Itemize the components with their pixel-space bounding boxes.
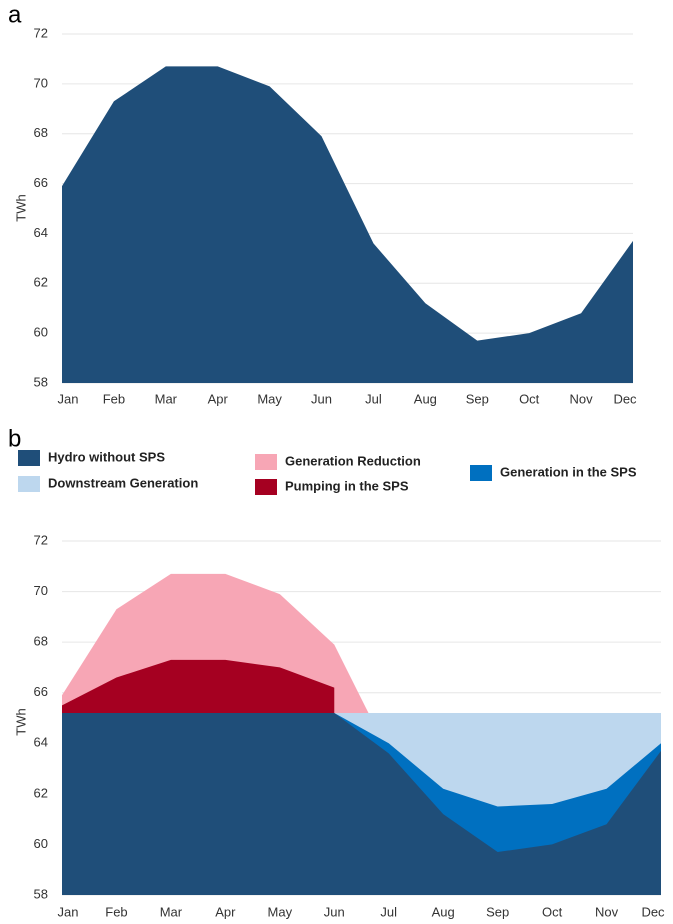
legend-swatch (18, 450, 40, 466)
y-tick-label: 72 (34, 532, 48, 547)
y-tick-label: 70 (34, 583, 48, 598)
x-tick-label: Mar (160, 904, 183, 919)
panel-label: a (8, 1, 22, 28)
area (62, 712, 661, 895)
x-tick-label: Feb (103, 391, 125, 406)
y-tick-label: 64 (34, 225, 48, 240)
legend-label: Hydro without SPS (48, 449, 165, 464)
x-tick-label: Feb (105, 904, 127, 919)
x-tick-label: Apr (208, 391, 229, 406)
x-tick-label: Jul (380, 904, 397, 919)
y-tick-label: 66 (34, 175, 48, 190)
y-tick-label: 64 (34, 735, 48, 750)
legend-swatch (470, 465, 492, 481)
y-tick-label: 60 (34, 836, 48, 851)
y-axis-label: TWh (13, 708, 28, 735)
y-tick-label: 62 (34, 785, 48, 800)
y-tick-label: 68 (34, 634, 48, 649)
x-tick-label: Dec (613, 391, 637, 406)
y-tick-label: 58 (34, 374, 48, 389)
legend-swatch (255, 479, 277, 495)
x-tick-label: Nov (595, 904, 619, 919)
legend-label: Pumping in the SPS (285, 478, 409, 493)
legend-swatch (18, 476, 40, 492)
x-tick-label: Jun (311, 391, 332, 406)
x-tick-label: Aug (414, 391, 437, 406)
x-tick-label: Sep (466, 391, 489, 406)
y-tick-label: 58 (34, 886, 48, 901)
x-tick-label: Sep (486, 904, 509, 919)
legend-label: Generation in the SPS (500, 464, 637, 479)
y-axis-label: TWh (13, 194, 28, 221)
x-tick-label: May (257, 391, 282, 406)
y-tick-label: 66 (34, 684, 48, 699)
x-tick-label: Dec (641, 904, 665, 919)
area (62, 66, 633, 384)
panel-label: b (8, 425, 21, 452)
y-tick-label: 72 (34, 25, 48, 40)
legend-swatch (255, 454, 277, 470)
x-tick-label: Nov (570, 391, 594, 406)
x-tick-label: Jan (58, 904, 79, 919)
x-tick-label: Jun (324, 904, 345, 919)
x-tick-label: Jan (58, 391, 79, 406)
y-tick-label: 60 (34, 325, 48, 340)
x-tick-label: Oct (519, 391, 540, 406)
y-tick-label: 68 (34, 125, 48, 140)
x-tick-label: Oct (542, 904, 563, 919)
legend-label: Downstream Generation (48, 475, 198, 490)
x-tick-label: Mar (155, 391, 178, 406)
y-tick-label: 70 (34, 75, 48, 90)
legend-label: Generation Reduction (285, 453, 421, 468)
x-tick-label: Jul (365, 391, 382, 406)
y-tick-label: 62 (34, 275, 48, 290)
x-tick-label: Apr (215, 904, 236, 919)
x-tick-label: Aug (432, 904, 455, 919)
x-tick-label: May (268, 904, 293, 919)
